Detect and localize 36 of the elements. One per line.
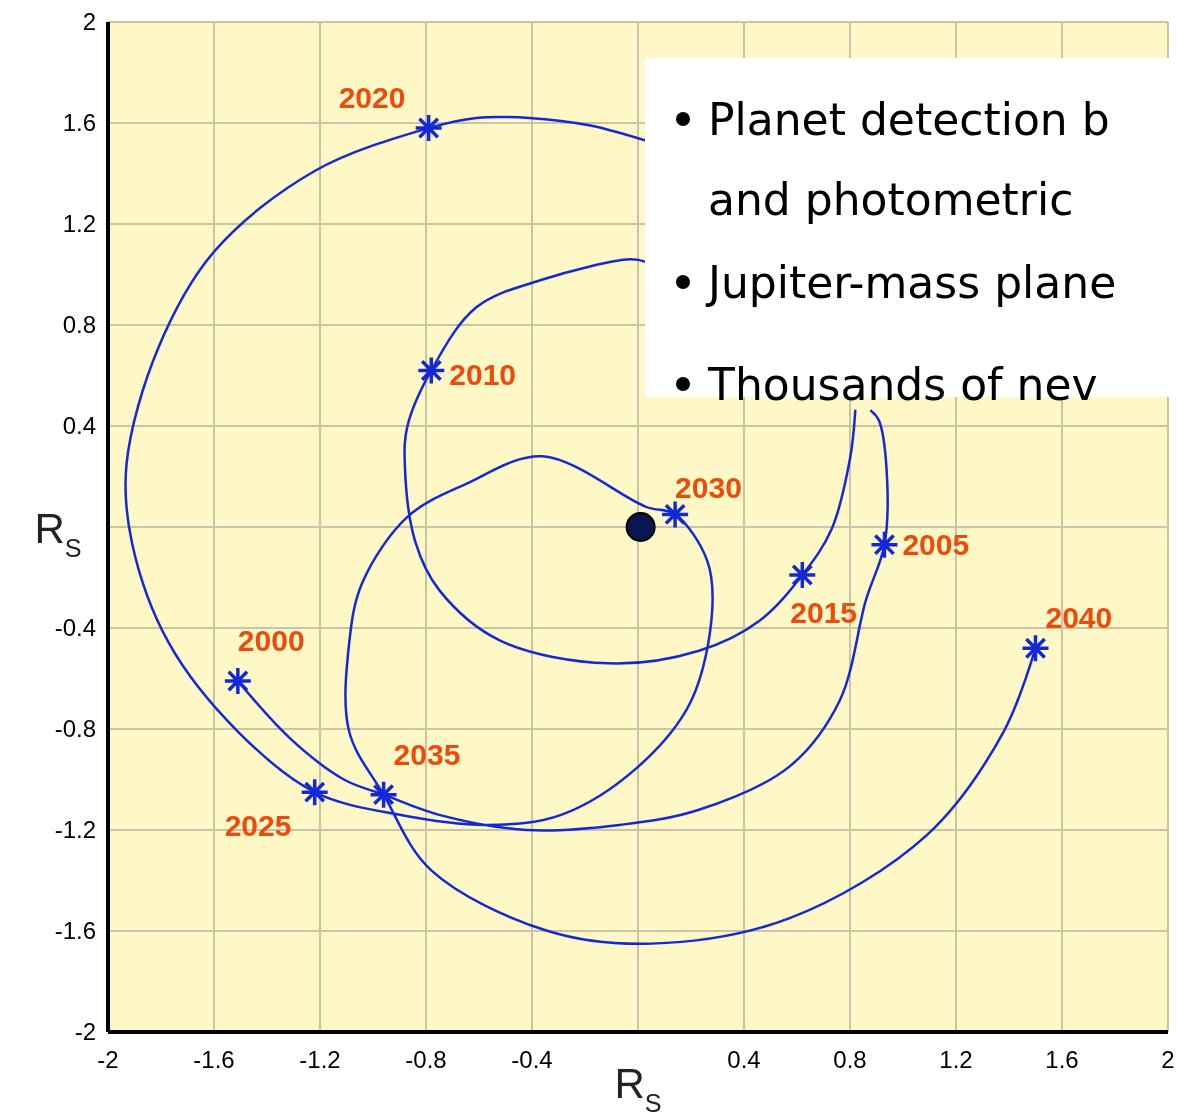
x-tick-label: 1.2 [939, 1046, 973, 1073]
annotation: 2030 [675, 471, 742, 505]
x-tick-label: -2 [97, 1046, 119, 1073]
y-tick-label: 1.2 [62, 210, 96, 237]
y-tick-label: 0.4 [62, 412, 96, 439]
annotation: 2000 [237, 624, 305, 658]
x-tick-label: 2 [1161, 1046, 1175, 1073]
annotation: Planet detection b [708, 94, 1110, 145]
y-axis-title: R$_{S}$ [34, 505, 82, 562]
y-tick-label: 2 [82, 8, 96, 35]
annotation: 2010 [449, 358, 517, 392]
y-tick-label: -0.8 [54, 715, 96, 742]
x-tick-label: -1.6 [193, 1046, 235, 1073]
x-axis-title: R$_{S}$ [614, 1060, 662, 1117]
annotation: 2005 [902, 527, 970, 561]
y-tick-label: -1.6 [54, 917, 96, 944]
annotation: 2035 [393, 737, 461, 771]
annotation: 2020 [338, 81, 406, 115]
x-tick-label: 0.8 [833, 1046, 867, 1073]
y-tick-label: -0.4 [54, 614, 96, 641]
x-tick-label: 0.4 [727, 1046, 761, 1073]
y-tick-label: 0.8 [62, 311, 96, 338]
x-tick-label: -0.8 [405, 1046, 447, 1073]
annotation: Thousands of nev [707, 359, 1098, 410]
x-tick-label: -0.4 [511, 1046, 553, 1073]
point [625, 512, 656, 542]
annotation: 2025 [224, 809, 292, 843]
annotation: 2015 [790, 595, 858, 629]
x-tick-label: -1.2 [299, 1046, 341, 1073]
annotation: Jupiter-mass plane [705, 257, 1117, 308]
y-tick-label: 1.6 [62, 109, 96, 136]
x-tick-label: 1.6 [1045, 1046, 1079, 1073]
annotation: 2040 [1045, 601, 1113, 635]
annotation: and photometric [708, 174, 1074, 225]
y-tick-label: -2 [74, 1018, 96, 1045]
y-tick-label: -1.2 [54, 816, 96, 843]
